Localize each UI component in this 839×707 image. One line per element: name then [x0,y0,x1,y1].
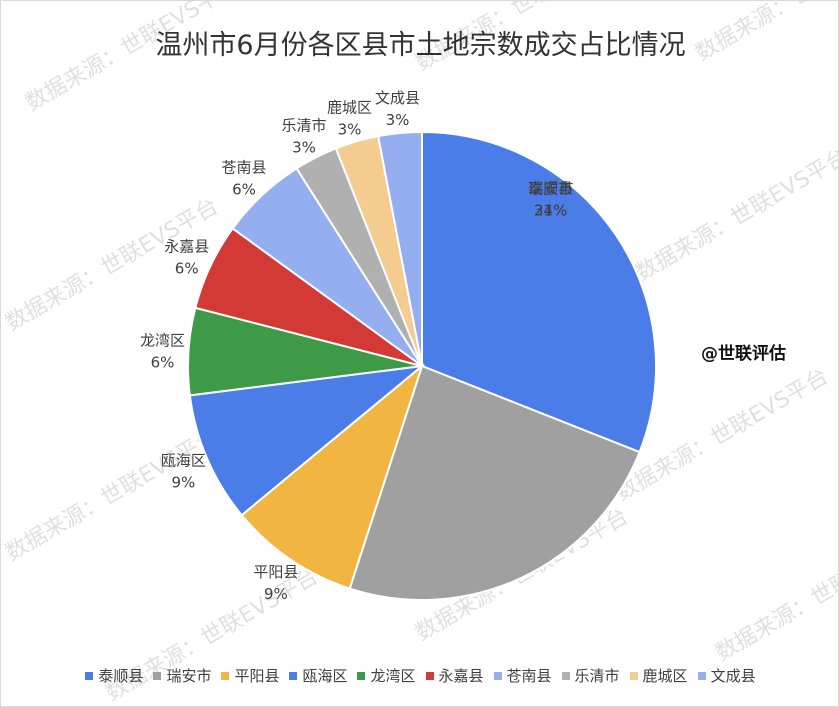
legend-swatch [221,671,230,680]
legend-swatch [357,671,366,680]
legend-item: 永嘉县 [425,665,484,686]
slice-percent-label: 3% [292,138,316,156]
legend-item: 苍南县 [493,665,552,686]
slice-percent-label: 6% [232,181,256,199]
slice-category-label: 文成县 [375,89,420,107]
watermark-text: 数据来源：世联EVS平台 [712,524,839,666]
slice-percent-label: 6% [151,354,175,372]
slice-category-label: 平阳县 [253,563,298,581]
legend-label: 文成县 [710,667,756,685]
slice-category-label: 鹿城区 [327,98,372,116]
brand-label: @世联评估 [701,344,786,364]
slice-category-label: 永嘉县 [164,237,209,255]
legend-swatch [697,671,706,680]
legend-swatch [153,671,162,680]
legend-swatch [289,671,298,680]
legend-label: 永嘉县 [438,667,484,685]
legend-label: 泰顺县 [98,667,144,685]
legend-item: 文成县 [697,665,756,686]
legend-label: 瑞安市 [166,667,212,685]
legend-label: 平阳县 [234,667,280,685]
slice-labels: 泰顺县 31% 瑞安市 24% 平阳县 9% 瓯海区 9% 龙湾区 6% 永嘉县 6% 苍南县 6% 乐清市… [140,89,573,603]
slice-category-label: 瑞安市 [528,180,573,198]
slice-category-label: 瓯海区 [161,451,206,469]
watermark-text: 数据来源：世联EVS平台 [692,1,839,66]
legend-label: 瓯海区 [302,667,348,685]
legend-item: 平阳县 [221,665,279,686]
slice-percent-label: 24% [534,202,567,220]
watermark-text: 数据来源：世联EVS平台 [632,144,839,286]
chart-title: 温州市6月份各区县市土地宗数成交占比情况 [155,30,686,61]
legend-swatch [493,671,502,680]
slice-percent-label: 3% [338,120,362,138]
slice-category-label: 乐清市 [281,116,326,134]
slice-category-label: 龙湾区 [140,332,185,350]
slice-percent-label: 3% [386,111,410,129]
legend: 泰顺县 瑞安市 平阳县 瓯海区 龙湾区 永嘉县 苍南县 乐清市 鹿城区 文成县 [1,665,838,686]
slice-percent-label: 6% [175,259,199,277]
legend-swatch [629,671,638,680]
legend-item: 龙湾区 [357,665,416,686]
pie-slice [188,364,426,517]
slice-percent-label: 9% [264,585,288,603]
legend-label: 鹿城区 [642,667,688,685]
pie-slice [421,130,658,454]
legend-item: 乐清市 [561,665,620,686]
legend-item: 泰顺县 [85,665,143,686]
watermark-text: 数据来源：世联EVS平台 [2,424,223,566]
pie-slice [376,130,423,367]
slice-percent-label: 9% [172,473,196,491]
pie-slices [187,130,658,601]
legend-item: 鹿城区 [629,665,688,686]
pie-slice [240,363,425,590]
legend-swatch [85,671,94,680]
legend-swatch [561,671,570,680]
slice-percent-label: 31% [534,202,567,220]
legend-label: 龙湾区 [370,667,416,685]
slice-category-label: 苍南县 [221,159,266,177]
legend-swatch [425,671,434,680]
watermark-text: 数据来源：世联EVS平台 [22,1,243,116]
legend-label: 苍南县 [506,667,552,685]
watermark-text: 数据来源：世联EVS平台 [412,1,633,76]
slice-category-label: 泰顺县 [528,180,573,198]
legend-item: 瓯海区 [289,665,347,686]
legend-label: 乐清市 [574,667,620,685]
legend-item: 瑞安市 [153,665,211,686]
pie-slice [348,364,641,601]
